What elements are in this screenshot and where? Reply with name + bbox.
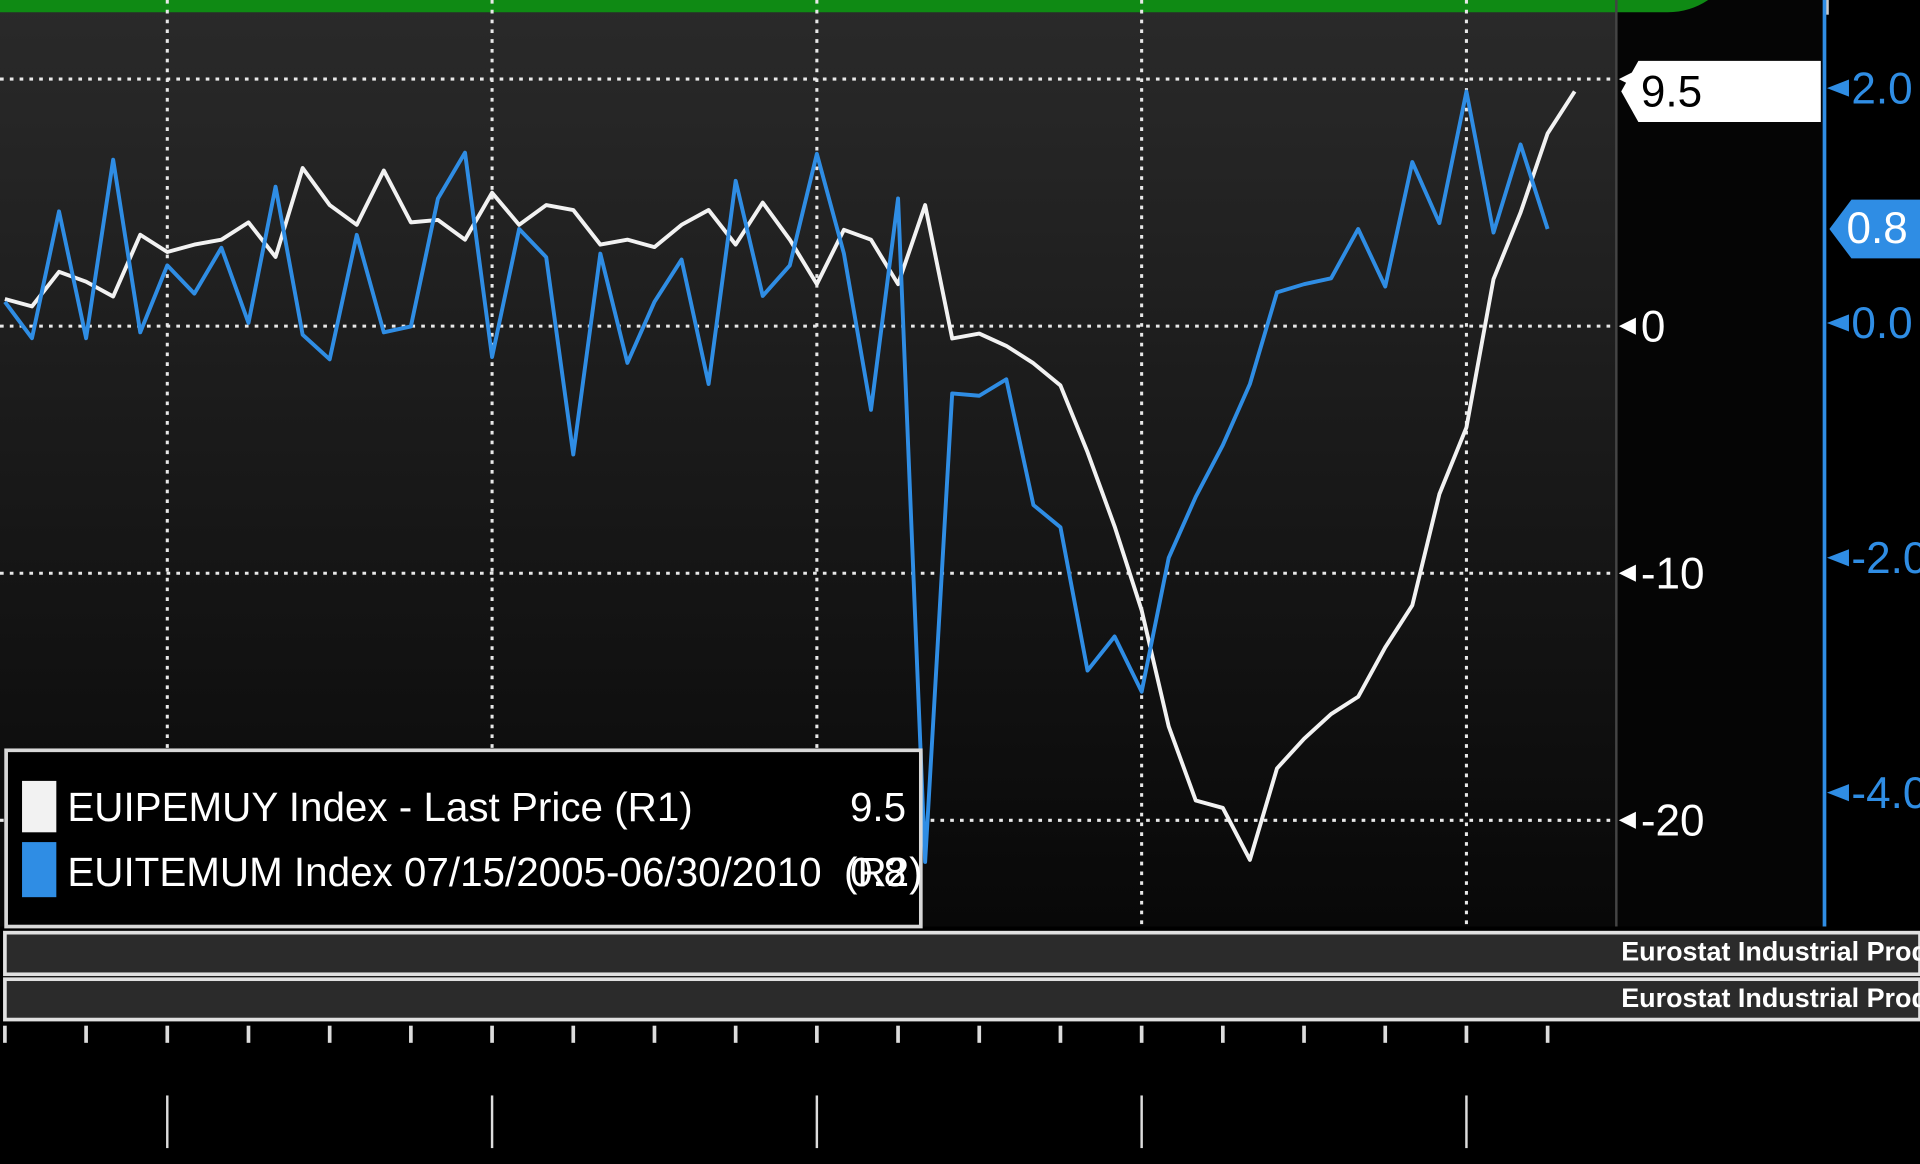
- series-lines: [3, 89, 1577, 864]
- legend-last-value: 9.5: [850, 784, 906, 830]
- legend-label: EUITEMUM Index 07/15/2005-06/30/2010 (R2…: [67, 849, 922, 895]
- legend-last-value: 0.8: [850, 849, 906, 895]
- y-tick-mark: [1618, 317, 1636, 335]
- last-value-badge: [1621, 60, 1821, 123]
- y2-tick-mark: [1826, 549, 1849, 567]
- y2-tick-label: -4.0: [1851, 769, 1920, 818]
- series-line: [3, 89, 1550, 864]
- y-tick-mark: [1618, 811, 1636, 829]
- axes: -20-100102.00.0-2.0-4.09.50.8: [3, 55, 1920, 1149]
- last-value-label: 0.8: [1847, 204, 1908, 253]
- y2-tick-mark: [1826, 79, 1849, 97]
- y-tick-label: -10: [1641, 550, 1705, 599]
- y2-tick-mark: [1826, 314, 1849, 332]
- legend-swatch: [22, 842, 57, 898]
- series-line: [4, 90, 1577, 862]
- last-value-badge: [1829, 199, 1920, 259]
- y-tick-mark: [1618, 564, 1636, 582]
- y-tick-label: 0: [1641, 302, 1666, 351]
- last-value-label: 9.5: [1641, 68, 1702, 117]
- y2-tick-mark: [1826, 784, 1849, 802]
- y2-tick-label: 0.0: [1851, 299, 1912, 348]
- legend-swatch: [22, 780, 57, 833]
- y2-tick-label: -2.0: [1851, 534, 1920, 583]
- panel: [3, 977, 1920, 1022]
- panel-label: Eurostat Industrial Prod...: [1621, 983, 1920, 1013]
- top-bar: [0, 0, 1709, 13]
- grid: [0, 0, 1617, 927]
- panel: [3, 930, 1920, 977]
- sub-panels: Eurostat Industrial Prod... Eurostat Ind…: [3, 930, 1920, 1022]
- legend-box: [4, 748, 923, 929]
- y-tick-label: -20: [1641, 797, 1705, 846]
- legend-label: EUIPEMUY Index - Last Price (R1): [67, 784, 692, 830]
- r1-axis-area: [1616, 0, 1825, 927]
- legend: EUIPEMUY Index - Last Price (R1) EUITEMU…: [4, 748, 923, 929]
- y2-tick-label: 2.0: [1851, 64, 1912, 113]
- panel-label: Eurostat Industrial Prod...: [1621, 937, 1920, 967]
